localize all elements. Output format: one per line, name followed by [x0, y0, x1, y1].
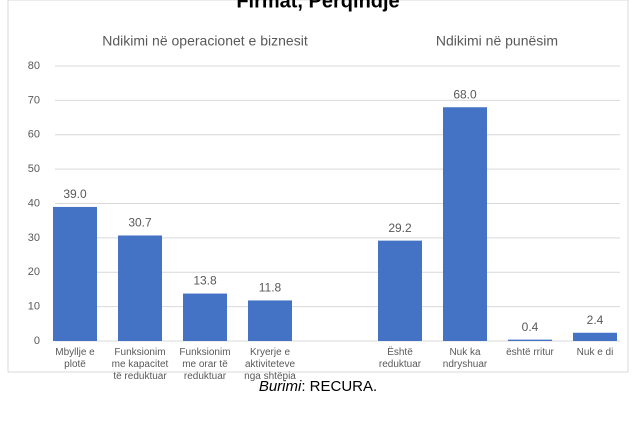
x-tick-label: Kryerje e aktiviteteve nga shtëpia — [244, 347, 296, 382]
y-tick-label: 10 — [28, 301, 40, 313]
bar — [573, 332, 617, 341]
x-tick-label: Nuk e di — [576, 347, 614, 358]
chart-frame — [7, 0, 629, 373]
value-label: 68.0 — [453, 87, 477, 101]
bar — [53, 206, 97, 341]
bar — [118, 235, 162, 341]
value-label: 13.8 — [193, 274, 217, 288]
x-tick-label: Funksionim me orar të reduktuar — [179, 347, 231, 382]
bar — [378, 240, 422, 341]
group-title: Ndikimi në operacionet e biznesit — [102, 33, 308, 49]
y-tick-label: 50 — [28, 163, 40, 175]
bar — [508, 339, 552, 341]
y-tick-label: 70 — [28, 94, 40, 106]
bar — [183, 293, 227, 341]
value-label: 39.0 — [63, 187, 87, 201]
bar — [443, 107, 487, 341]
x-tick-label: është rritur — [506, 347, 554, 358]
x-tick-label: Nuk ka ndryshuar — [442, 347, 488, 370]
source-text: : RECURA. — [301, 378, 378, 395]
value-label: 11.8 — [259, 281, 282, 295]
value-label: 0.4 — [522, 320, 539, 334]
y-tick-label: 20 — [28, 266, 40, 278]
y-tick-label: 40 — [28, 197, 40, 209]
x-tick-label: Mbyllje e plotë — [55, 347, 95, 370]
chart-title: Firmat, Përqindje — [236, 0, 399, 12]
y-tick-label: 60 — [28, 129, 40, 141]
value-label: 2.4 — [587, 313, 604, 327]
x-tick-label: Është reduktuar — [378, 347, 422, 370]
y-tick-label: 80 — [28, 60, 40, 72]
source-label: Burimi — [258, 378, 302, 395]
group-title: Ndikimi në punësim — [436, 33, 558, 49]
y-tick-label: 0 — [34, 335, 40, 347]
value-label: 30.7 — [128, 216, 152, 230]
bar — [248, 300, 292, 341]
source: Burimi: RECURA. — [0, 378, 636, 395]
value-label: 29.2 — [388, 221, 412, 235]
x-tick-label: Funksionim me kapacitet të reduktuar — [111, 347, 169, 382]
y-tick-label: 30 — [28, 232, 40, 244]
